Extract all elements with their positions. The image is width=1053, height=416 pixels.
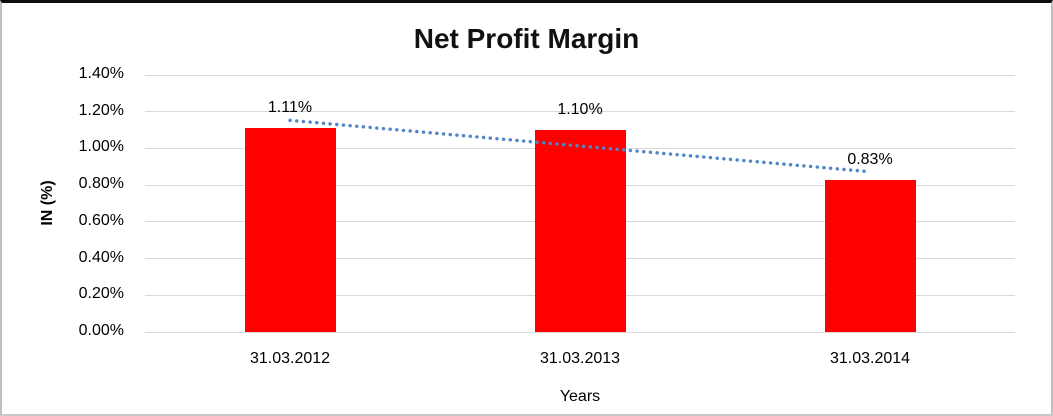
y-axis-tick-label: 1.00% bbox=[78, 138, 124, 156]
y-axis-tick-label: 0.00% bbox=[78, 322, 124, 339]
bar-data-label: 1.10% bbox=[557, 101, 603, 119]
y-axis-tick-label: 1.40% bbox=[78, 65, 124, 82]
y-axis-tick-label: 0.80% bbox=[78, 175, 124, 193]
x-axis-tick-label: 31.03.2014 bbox=[829, 350, 911, 367]
gridline bbox=[145, 74, 1015, 76]
y-axis-tick-label: 0.20% bbox=[78, 285, 124, 303]
x-axis-title: Years bbox=[559, 388, 601, 405]
bar-data-label: 0.83% bbox=[847, 150, 893, 168]
x-axis-tick-label: 31.03.2012 bbox=[249, 350, 331, 367]
bar bbox=[534, 130, 626, 332]
y-axis-tick-label: 0.40% bbox=[78, 248, 124, 266]
gridline bbox=[145, 111, 1015, 113]
chart-title: Net Profit Margin bbox=[413, 23, 640, 54]
trendline bbox=[288, 118, 872, 174]
y-axis-tick-label: 1.20% bbox=[78, 101, 124, 119]
plot-area: 1.11% 1.10% 0.83% bbox=[145, 74, 1015, 333]
bar bbox=[824, 179, 916, 332]
bar bbox=[244, 128, 336, 332]
y-axis-tick-label: 0.60% bbox=[78, 211, 124, 229]
gridline bbox=[145, 331, 1015, 333]
x-axis-tick-label: 31.03.2013 bbox=[539, 350, 621, 367]
bar-data-label: 1.11% bbox=[267, 99, 313, 117]
